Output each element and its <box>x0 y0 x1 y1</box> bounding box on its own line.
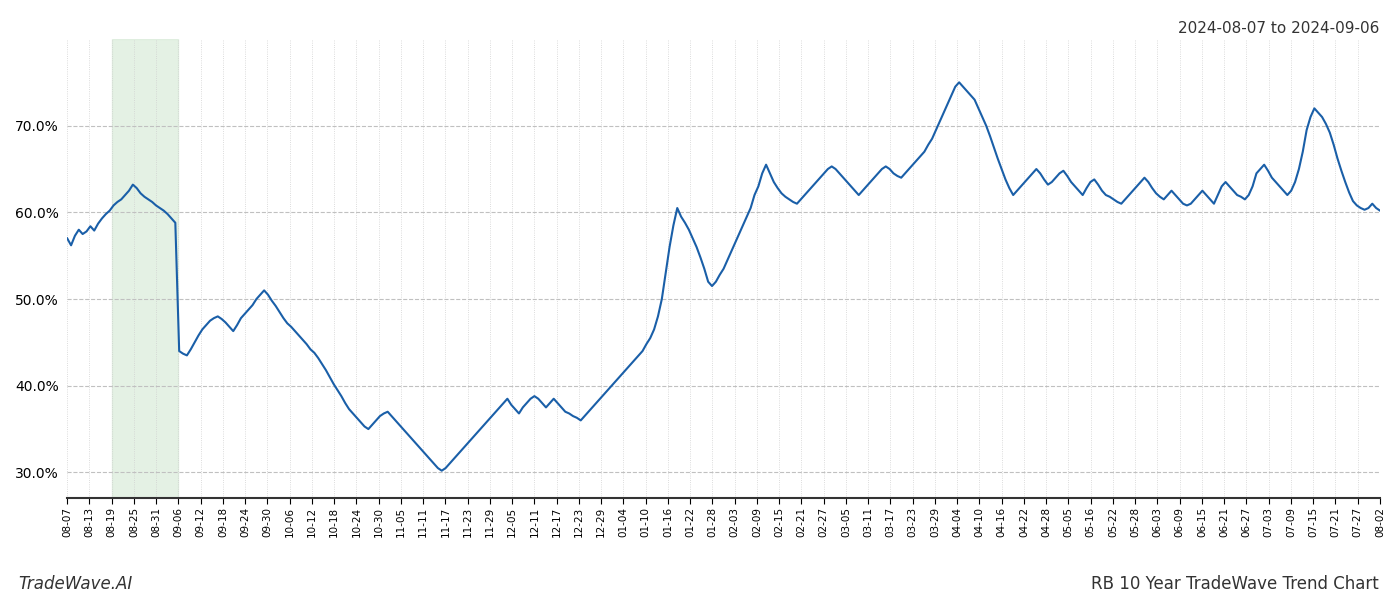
Bar <box>112 39 178 499</box>
Text: RB 10 Year TradeWave Trend Chart: RB 10 Year TradeWave Trend Chart <box>1091 575 1379 593</box>
Text: TradeWave.AI: TradeWave.AI <box>18 575 133 593</box>
Text: 2024-08-07 to 2024-09-06: 2024-08-07 to 2024-09-06 <box>1177 21 1379 36</box>
